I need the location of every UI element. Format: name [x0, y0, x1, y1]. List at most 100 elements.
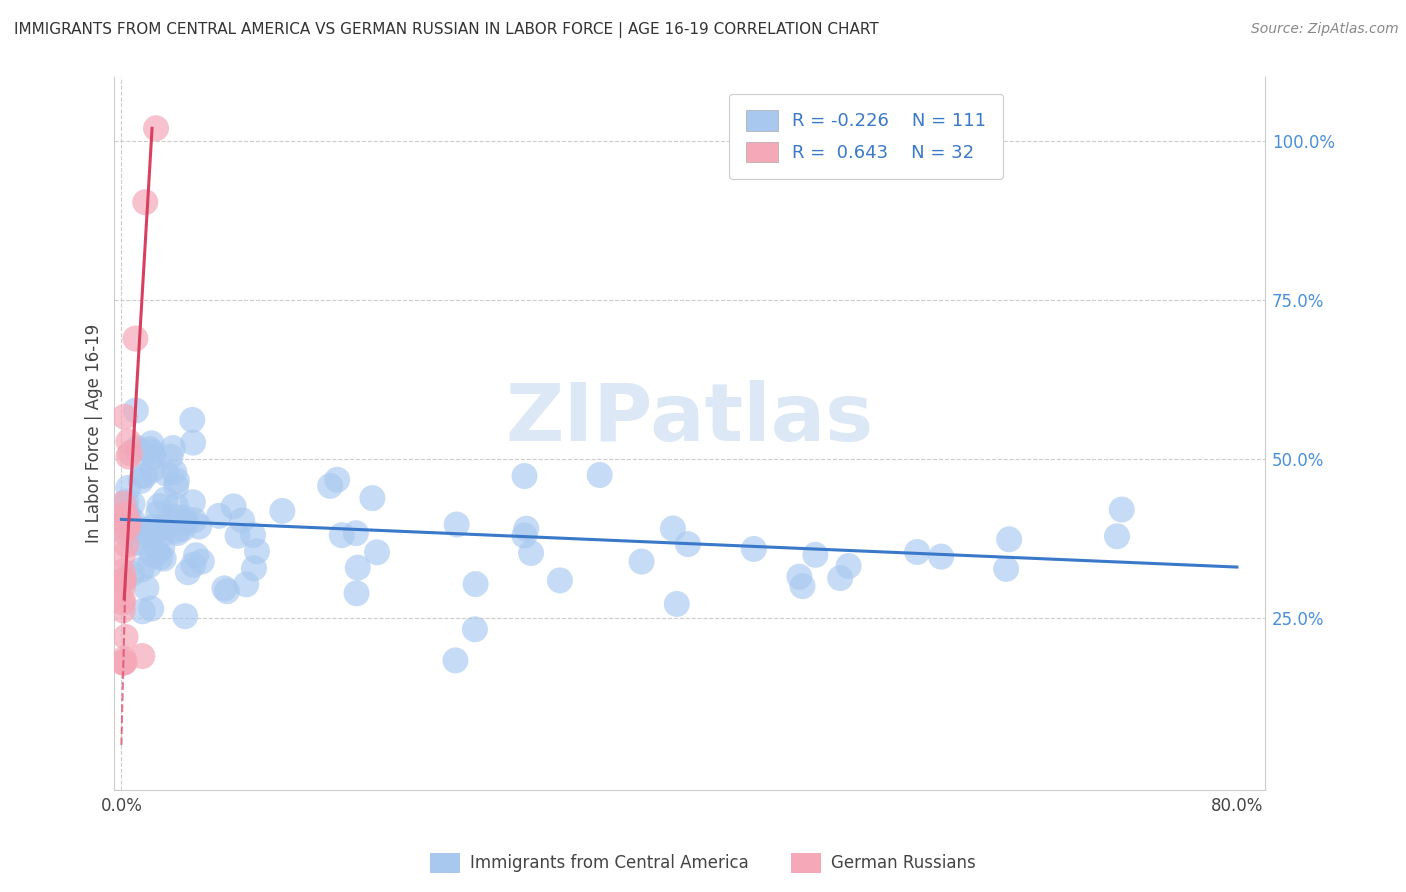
Point	[676, 537, 699, 551]
Point	[114, 516, 136, 530]
Point	[789, 570, 811, 584]
Point	[117, 481, 139, 495]
Point	[141, 548, 163, 562]
Point	[124, 332, 146, 346]
Point	[226, 529, 249, 543]
Point	[271, 504, 294, 518]
Point	[905, 545, 928, 559]
Point	[134, 527, 156, 541]
Point	[520, 546, 543, 560]
Point	[115, 521, 138, 535]
Point	[515, 522, 537, 536]
Point	[155, 492, 177, 507]
Point	[929, 549, 952, 564]
Point	[150, 540, 173, 554]
Point	[148, 499, 170, 513]
Point	[243, 561, 266, 575]
Point	[115, 494, 138, 508]
Point	[174, 609, 197, 624]
Point	[163, 509, 186, 524]
Point	[166, 474, 188, 488]
Point	[513, 528, 536, 542]
Point	[165, 479, 187, 493]
Point	[159, 450, 181, 464]
Point	[665, 597, 688, 611]
Point	[181, 435, 204, 450]
Point	[173, 511, 195, 525]
Point	[145, 121, 167, 136]
Point	[117, 508, 139, 523]
Point	[330, 528, 353, 542]
Point	[127, 441, 149, 455]
Point	[146, 546, 169, 560]
Point	[131, 649, 153, 664]
Point	[118, 516, 141, 530]
Point	[141, 436, 163, 450]
Point	[149, 550, 172, 565]
Point	[114, 507, 136, 521]
Point	[191, 554, 214, 568]
Point	[138, 558, 160, 573]
Point	[115, 509, 138, 524]
Y-axis label: In Labor Force | Age 16-19: In Labor Force | Age 16-19	[86, 324, 103, 543]
Point	[214, 582, 236, 596]
Point	[444, 653, 467, 667]
Point	[630, 555, 652, 569]
Point	[326, 473, 349, 487]
Point	[111, 574, 134, 588]
Point	[141, 463, 163, 477]
Point	[157, 514, 180, 528]
Point	[804, 548, 827, 562]
Point	[662, 521, 685, 535]
Point	[112, 656, 135, 670]
Point	[117, 520, 139, 534]
Point	[117, 450, 139, 464]
Point	[346, 586, 368, 600]
Point	[115, 538, 138, 552]
Point	[142, 528, 165, 542]
Point	[548, 574, 571, 588]
Point	[242, 528, 264, 542]
Point	[181, 495, 204, 509]
Point	[361, 491, 384, 505]
Point	[125, 403, 148, 417]
Point	[114, 656, 136, 670]
Point	[129, 474, 152, 488]
Point	[215, 584, 238, 599]
Point	[141, 445, 163, 459]
Point	[165, 499, 187, 513]
Point	[148, 506, 170, 520]
Text: ZIPatlas: ZIPatlas	[506, 380, 873, 458]
Point	[117, 434, 139, 449]
Point	[1111, 502, 1133, 516]
Point	[142, 450, 165, 464]
Point	[995, 562, 1018, 576]
Point	[114, 508, 136, 523]
Point	[830, 571, 852, 585]
Point	[1105, 529, 1128, 543]
Text: IMMIGRANTS FROM CENTRAL AMERICA VS GERMAN RUSSIAN IN LABOR FORCE | AGE 16-19 COR: IMMIGRANTS FROM CENTRAL AMERICA VS GERMA…	[14, 22, 879, 38]
Point	[111, 565, 134, 579]
Point	[142, 520, 165, 534]
Point	[152, 520, 174, 534]
Point	[792, 579, 814, 593]
Point	[589, 468, 612, 483]
Point	[121, 497, 143, 511]
Point	[152, 551, 174, 566]
Point	[162, 441, 184, 455]
Point	[125, 536, 148, 550]
Point	[115, 527, 138, 541]
Point	[166, 526, 188, 541]
Point	[141, 601, 163, 615]
Point	[172, 522, 194, 536]
Point	[366, 545, 388, 559]
Point	[114, 630, 136, 644]
Point	[114, 499, 136, 513]
Point	[111, 596, 134, 610]
Point	[129, 535, 152, 549]
Point	[231, 513, 253, 527]
Point	[181, 558, 204, 572]
Point	[111, 592, 134, 607]
Point	[114, 409, 136, 424]
Point	[838, 558, 860, 573]
